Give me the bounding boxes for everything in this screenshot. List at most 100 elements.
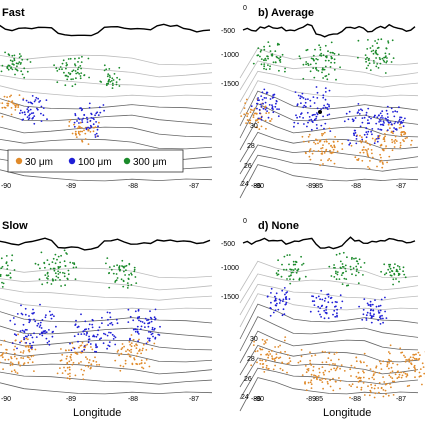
particle-point (10, 361, 12, 364)
particle-point (267, 64, 269, 66)
particle-point (16, 372, 19, 374)
particle-point (374, 114, 376, 117)
particle-point (277, 346, 280, 348)
particle-point (134, 328, 137, 331)
particle-point (69, 261, 72, 264)
particle-point (77, 333, 80, 336)
particle-point (243, 107, 246, 109)
particle-point (296, 269, 299, 272)
particle-point (279, 344, 281, 347)
depth-tick-label: -1000 (221, 265, 239, 272)
latitude-tick-label: 28 (247, 143, 255, 150)
particle-point (19, 341, 21, 344)
x-tick-labels: -90 -89 -88 -87 (254, 396, 406, 403)
particle-point (362, 370, 364, 372)
particle-point (380, 116, 382, 119)
particle-point (59, 66, 62, 68)
particle-point (317, 305, 320, 308)
particle-point (31, 361, 34, 364)
particle-point (302, 77, 305, 80)
particle-point (38, 101, 40, 103)
particle-point (384, 310, 386, 313)
particle-point (322, 96, 325, 99)
particle-point (257, 121, 260, 124)
particle-point (64, 369, 67, 372)
particle-point (365, 314, 368, 317)
particle-point (81, 140, 84, 143)
particle-point (10, 357, 13, 360)
particle-point (343, 277, 346, 280)
particle-point (272, 111, 275, 114)
x-tick-label: -89 (66, 396, 76, 403)
particle-point (95, 112, 98, 115)
particle-point (18, 53, 21, 55)
particle-point (378, 121, 380, 123)
particle-point (360, 136, 363, 139)
particle-point (335, 380, 337, 383)
particle-point (1, 64, 4, 67)
particle-point (325, 361, 328, 363)
particle-point (33, 332, 35, 335)
particle-point (97, 125, 99, 128)
particle-point (266, 339, 268, 341)
particle-point (315, 138, 317, 141)
particle-point (304, 381, 306, 383)
particle-point (319, 49, 322, 51)
particle-point (264, 101, 267, 104)
particle-point (275, 100, 278, 102)
panel-title: d) None (258, 220, 299, 232)
particle-point (297, 122, 299, 125)
particle-point (358, 113, 361, 115)
particle-point (1, 265, 4, 268)
particle-point (355, 257, 357, 260)
particle-point (372, 52, 375, 55)
particle-point (330, 61, 332, 64)
particle-point (304, 101, 307, 104)
particle-point (75, 77, 77, 80)
particle-point (357, 282, 360, 285)
particle-point (365, 319, 368, 321)
particle-point (89, 367, 92, 370)
particle-point (147, 319, 150, 321)
particle-point (10, 101, 13, 104)
particle-point (52, 257, 55, 260)
particle-point (378, 372, 381, 374)
particle-point (303, 104, 306, 107)
particle-point (135, 355, 138, 357)
particle-point (67, 58, 70, 60)
particle-point (9, 276, 12, 279)
particle-point (80, 351, 83, 354)
particle-point (322, 107, 325, 109)
particle-point (257, 54, 260, 56)
particle-point (58, 68, 61, 71)
particle-point (9, 364, 12, 367)
particle-point (275, 304, 278, 307)
particle-point (362, 382, 365, 384)
particle-point (396, 363, 399, 366)
particle-point (357, 262, 360, 265)
particle-point (273, 358, 276, 360)
particle-point (4, 358, 7, 361)
particle-point (21, 329, 24, 332)
particle-point (394, 142, 396, 144)
particle-point (128, 355, 131, 358)
particle-point (85, 128, 88, 131)
particle-point (316, 97, 319, 99)
particle-point (88, 335, 90, 338)
particle-point (407, 367, 410, 370)
particle-point (285, 298, 287, 300)
particle-point (330, 41, 333, 44)
particle-point (381, 123, 384, 126)
particle-point (310, 57, 313, 60)
particle-point (39, 267, 41, 270)
particle-point (96, 346, 99, 348)
particle-point (107, 82, 110, 85)
particle-point (24, 345, 27, 347)
particle-point (40, 251, 43, 254)
particle-point (116, 322, 119, 325)
particle-point (141, 366, 143, 369)
particle-point (81, 119, 83, 121)
particle-point (265, 127, 267, 130)
particle-point (362, 151, 365, 154)
particle-point (387, 40, 389, 42)
